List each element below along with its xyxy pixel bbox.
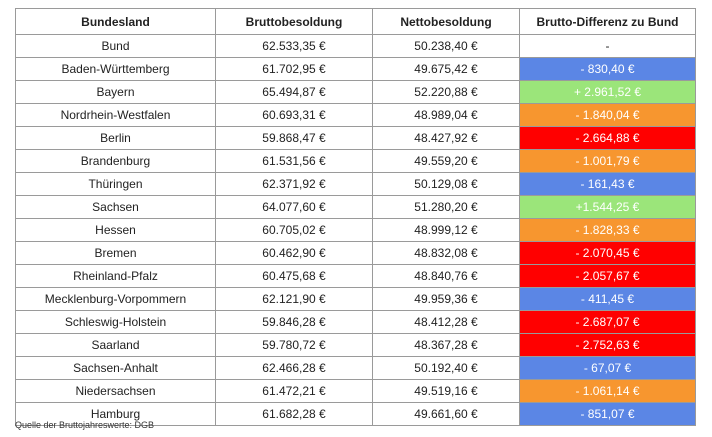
table-row: Bayern 65.494,87 €52.220,88 € + 2.961,52 €	[15, 80, 696, 104]
header-bundesland: Bundesland	[15, 8, 216, 35]
cell-nettobesoldung: 52.220,88 €	[372, 80, 520, 104]
cell-bundesland: Bayern	[15, 80, 216, 104]
cell-bruttobesoldung: 60.705,02 €	[215, 218, 373, 242]
cell-nettobesoldung: 50.238,40 €	[372, 34, 520, 58]
cell-nettobesoldung: 48.989,04 €	[372, 103, 520, 127]
cell-bundesland: Berlin	[15, 126, 216, 150]
table-row: Brandenburg 61.531,56 €49.559,20 € - 1.001…	[15, 149, 696, 173]
table-row: Rheinland-Pfalz 60.475,68 €48.840,76 € - 2…	[15, 264, 696, 288]
cell-bundesland: Sachsen	[15, 195, 216, 219]
cell-nettobesoldung: 49.675,42 €	[372, 57, 520, 81]
table-row: Hamburg 61.682,28 €49.661,60 € - 851,07 €	[15, 402, 696, 426]
cell-nettobesoldung: 48.999,12 €	[372, 218, 520, 242]
table-row: Thüringen 62.371,92 €50.129,08 € - 161,43 …	[15, 172, 696, 196]
table-row: Hessen 60.705,02 €48.999,12 € - 1.828,33 €	[15, 218, 696, 242]
cell-brutto-differenz: - 2.057,67 €	[519, 264, 696, 288]
table-row: Berlin 59.868,47 €48.427,92 € - 2.664,88 €	[15, 126, 696, 150]
cell-brutto-differenz: - 851,07 €	[519, 402, 696, 426]
cell-bundesland: Rheinland-Pfalz	[15, 264, 216, 288]
table-row: Bremen 60.462,90 €48.832,08 € - 2.070,45 €	[15, 241, 696, 265]
cell-bruttobesoldung: 64.077,60 €	[215, 195, 373, 219]
cell-nettobesoldung: 50.192,40 €	[372, 356, 520, 380]
cell-brutto-differenz: - 2.687,07 €	[519, 310, 696, 334]
cell-bruttobesoldung: 60.462,90 €	[215, 241, 373, 265]
cell-nettobesoldung: 49.559,20 €	[372, 149, 520, 173]
cell-bruttobesoldung: 60.475,68 €	[215, 264, 373, 288]
table-body: Bund 62.533,35 €50.238,40 € - Baden-Württem…	[15, 34, 696, 426]
cell-brutto-differenz: - 2.664,88 €	[519, 126, 696, 150]
cell-nettobesoldung: 50.129,08 €	[372, 172, 520, 196]
cell-bundesland: Baden-Württemberg	[15, 57, 216, 81]
cell-bundesland: Saarland	[15, 333, 216, 357]
cell-bundesland: Thüringen	[15, 172, 216, 196]
cell-bruttobesoldung: 62.466,28 €	[215, 356, 373, 380]
header-brutto-differenz: Brutto-Differenz zu Bund	[519, 8, 696, 35]
cell-brutto-differenz: +1.544,25 €	[519, 195, 696, 219]
cell-bruttobesoldung: 59.846,28 €	[215, 310, 373, 334]
cell-bundesland: Hessen	[15, 218, 216, 242]
cell-bundesland: Nordrhein-Westfalen	[15, 103, 216, 127]
cell-brutto-differenz: - 1.001,79 €	[519, 149, 696, 173]
cell-bruttobesoldung: 61.702,95 €	[215, 57, 373, 81]
cell-nettobesoldung: 48.840,76 €	[372, 264, 520, 288]
cell-nettobesoldung: 48.412,28 €	[372, 310, 520, 334]
cell-brutto-differenz: - 411,45 €	[519, 287, 696, 311]
cell-bundesland: Sachsen-Anhalt	[15, 356, 216, 380]
cell-nettobesoldung: 49.661,60 €	[372, 402, 520, 426]
header-bruttobesoldung: Bruttobesoldung	[215, 8, 373, 35]
cell-bruttobesoldung: 61.472,21 €	[215, 379, 373, 403]
cell-nettobesoldung: 49.519,16 €	[372, 379, 520, 403]
table-row: Mecklenburg-Vorpommern 62.121,90 €49.959,…	[15, 287, 696, 311]
cell-bruttobesoldung: 61.531,56 €	[215, 149, 373, 173]
header-nettobesoldung: Nettobesoldung	[372, 8, 520, 35]
cell-bruttobesoldung: 59.868,47 €	[215, 126, 373, 150]
cell-bruttobesoldung: 62.121,90 €	[215, 287, 373, 311]
cell-bruttobesoldung: 61.682,28 €	[215, 402, 373, 426]
cell-bruttobesoldung: 65.494,87 €	[215, 80, 373, 104]
cell-bundesland: Bremen	[15, 241, 216, 265]
table-header-row: Bundesland Bruttobesoldung Nettobesoldun…	[15, 8, 696, 35]
table-row: Sachsen 64.077,60 €51.280,20 € +1.544,25 €	[15, 195, 696, 219]
cell-brutto-differenz: - 2.752,63 €	[519, 333, 696, 357]
cell-brutto-differenz: - 2.070,45 €	[519, 241, 696, 265]
cell-nettobesoldung: 48.832,08 €	[372, 241, 520, 265]
table-row: Schleswig-Holstein 59.846,28 €48.412,28 €…	[15, 310, 696, 334]
source-note: Quelle der Bruttojahreswerte: DGB	[15, 420, 155, 430]
salary-table-container: Bundesland Bruttobesoldung Nettobesoldun…	[15, 8, 696, 426]
cell-nettobesoldung: 48.367,28 €	[372, 333, 520, 357]
cell-brutto-differenz: - 1.840,04 €	[519, 103, 696, 127]
cell-bundesland: Mecklenburg-Vorpommern	[15, 287, 216, 311]
cell-bundesland: Bund	[15, 34, 216, 58]
table-row: Sachsen-Anhalt 62.466,28 €50.192,40 € - 67…	[15, 356, 696, 380]
table-row: Niedersachsen 61.472,21 €49.519,16 € - 1.0…	[15, 379, 696, 403]
cell-brutto-differenz: -	[519, 34, 696, 58]
cell-bruttobesoldung: 62.533,35 €	[215, 34, 373, 58]
cell-nettobesoldung: 48.427,92 €	[372, 126, 520, 150]
cell-bruttobesoldung: 62.371,92 €	[215, 172, 373, 196]
cell-nettobesoldung: 49.959,36 €	[372, 287, 520, 311]
cell-bundesland: Hamburg	[15, 402, 216, 426]
cell-brutto-differenz: - 161,43 €	[519, 172, 696, 196]
cell-bundesland: Brandenburg	[15, 149, 216, 173]
cell-brutto-differenz: - 67,07 €	[519, 356, 696, 380]
table-row: Saarland 59.780,72 €48.367,28 € - 2.752,63…	[15, 333, 696, 357]
cell-nettobesoldung: 51.280,20 €	[372, 195, 520, 219]
table-row: Bund 62.533,35 €50.238,40 € -	[15, 34, 696, 58]
cell-brutto-differenz: - 1.061,14 €	[519, 379, 696, 403]
cell-brutto-differenz: - 830,40 €	[519, 57, 696, 81]
cell-bundesland: Niedersachsen	[15, 379, 216, 403]
table-row: Nordrhein-Westfalen 60.693,31 €48.989,04 …	[15, 103, 696, 127]
cell-bruttobesoldung: 59.780,72 €	[215, 333, 373, 357]
cell-brutto-differenz: - 1.828,33 €	[519, 218, 696, 242]
cell-bundesland: Schleswig-Holstein	[15, 310, 216, 334]
salary-table: Bundesland Bruttobesoldung Nettobesoldun…	[15, 8, 696, 426]
cell-brutto-differenz: + 2.961,52 €	[519, 80, 696, 104]
table-row: Baden-Württemberg 61.702,95 €49.675,42 € -…	[15, 57, 696, 81]
cell-bruttobesoldung: 60.693,31 €	[215, 103, 373, 127]
